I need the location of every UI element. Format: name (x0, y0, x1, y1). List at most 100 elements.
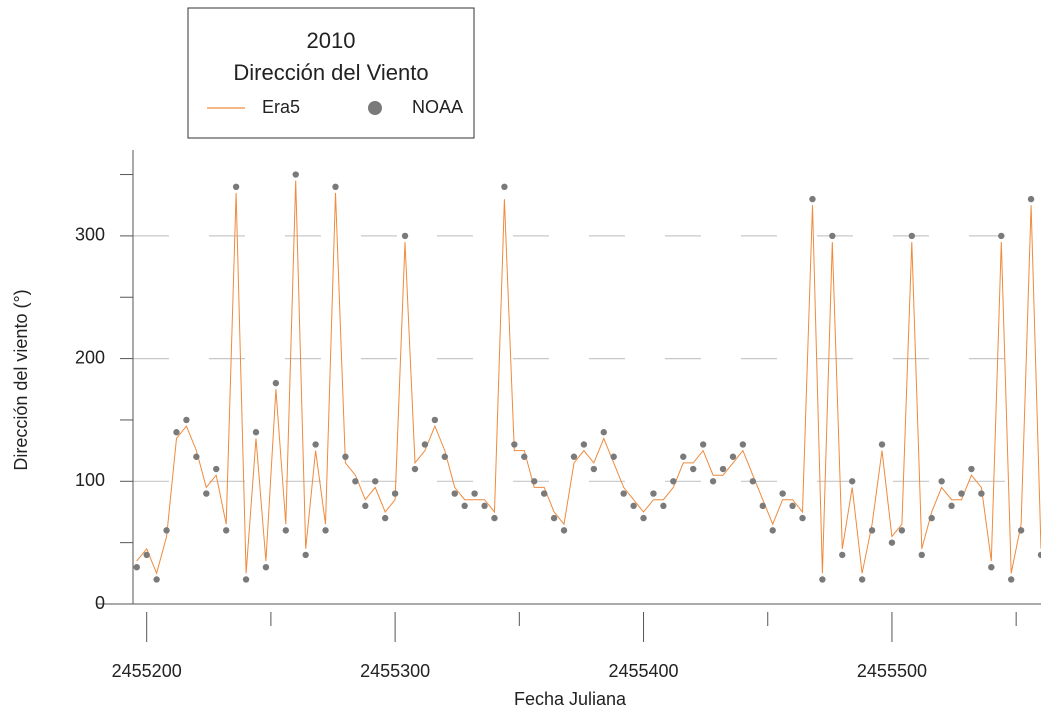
legend-label: Era5 (262, 97, 300, 117)
x-tick-label: 2455500 (857, 661, 927, 681)
noaa-point (491, 514, 498, 522)
y-tick-label: 0 (95, 593, 105, 613)
noaa-point (322, 527, 329, 534)
noaa-point (203, 490, 210, 497)
noaa-point (868, 527, 876, 534)
noaa-point (560, 527, 568, 534)
noaa-point (550, 514, 558, 522)
noaa-point (222, 527, 230, 534)
noaa-point (719, 465, 727, 473)
noaa-point (193, 453, 200, 460)
plot-area (133, 171, 1041, 583)
noaa-point (173, 429, 180, 436)
noaa-point (590, 465, 598, 473)
legend-label: NOAA (412, 97, 463, 117)
noaa-point (809, 195, 816, 203)
noaa-point (352, 478, 359, 485)
noaa-point (232, 183, 240, 191)
noaa-point (391, 490, 399, 497)
noaa-point (540, 490, 548, 497)
x-tick-label: 2455400 (608, 661, 678, 681)
noaa-point (769, 527, 776, 534)
noaa-point (501, 183, 508, 191)
x-tick-label: 2455200 (112, 661, 182, 681)
noaa-point (759, 502, 766, 510)
noaa-point (133, 563, 140, 571)
noaa-point (213, 465, 220, 473)
chart-title: 2010 (307, 28, 356, 53)
x-tick-label: 2455300 (360, 661, 430, 681)
noaa-point (272, 379, 280, 387)
noaa-point (799, 514, 806, 522)
noaa-point (362, 502, 369, 510)
noaa-point (998, 232, 1005, 240)
noaa-point (481, 502, 488, 510)
noaa-point (381, 514, 389, 522)
noaa-point (471, 490, 478, 497)
noaa-point (252, 429, 260, 436)
noaa-point (928, 514, 935, 522)
legend-dot (368, 101, 382, 115)
noaa-point (670, 478, 677, 485)
noaa-point (849, 478, 856, 485)
noaa-point (451, 490, 458, 497)
noaa-point (1037, 551, 1041, 559)
legend-box (187, 7, 475, 139)
noaa-point (839, 551, 846, 559)
noaa-point (511, 441, 518, 448)
y-tick-label: 100 (75, 470, 105, 490)
noaa-point (739, 441, 747, 448)
noaa-point (858, 576, 866, 583)
noaa-point (699, 441, 707, 448)
noaa-point (888, 539, 896, 546)
y-tick-label: 300 (75, 225, 105, 245)
noaa-point (1007, 576, 1015, 583)
noaa-point (958, 490, 965, 497)
noaa-point (372, 478, 379, 485)
noaa-point (421, 441, 429, 448)
noaa-point (729, 453, 737, 460)
noaa-point (680, 453, 687, 460)
noaa-point (441, 453, 448, 460)
chart-subtitle: Dirección del Viento (233, 60, 428, 85)
noaa-point (779, 490, 786, 497)
noaa-point (262, 563, 270, 571)
noaa-point (143, 551, 150, 559)
noaa-point (610, 453, 617, 460)
noaa-point (312, 441, 319, 448)
noaa-point (461, 502, 468, 510)
noaa-point (938, 478, 945, 485)
noaa-point (242, 576, 250, 583)
noaa-point (878, 441, 886, 448)
noaa-point (332, 183, 339, 191)
noaa-point (401, 232, 409, 240)
noaa-point (1017, 527, 1025, 534)
noaa-point (898, 527, 906, 534)
noaa-point (163, 527, 170, 534)
noaa-point (1027, 195, 1035, 203)
noaa-point (431, 416, 439, 424)
noaa-point (988, 563, 995, 571)
noaa-point (183, 416, 190, 424)
y-tick-label: 200 (75, 347, 105, 367)
noaa-point (709, 478, 717, 485)
noaa-point (640, 514, 647, 522)
noaa-point (650, 490, 657, 497)
noaa-point (302, 551, 309, 559)
x-axis-label: Fecha Juliana (514, 689, 627, 709)
noaa-point (411, 465, 419, 473)
noaa-point (968, 465, 975, 473)
noaa-point (531, 478, 538, 485)
noaa-point (819, 576, 826, 583)
era5-line (136, 180, 1041, 575)
noaa-point (908, 232, 916, 240)
noaa-point (600, 429, 607, 436)
noaa-point (789, 502, 796, 510)
noaa-point (342, 453, 349, 460)
noaa-point (948, 502, 955, 510)
noaa-point (521, 453, 528, 460)
noaa-point (570, 453, 578, 460)
noaa-point (749, 478, 757, 485)
noaa-point (829, 232, 836, 240)
